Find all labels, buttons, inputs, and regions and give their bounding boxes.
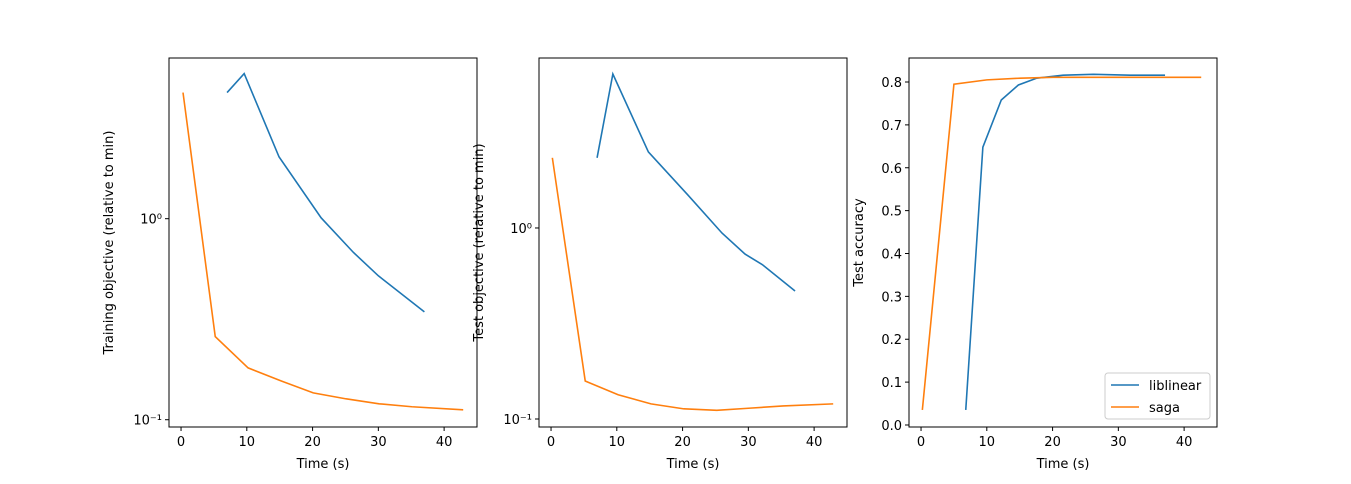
x-tick-label: 10 (979, 435, 996, 450)
y-tick-label: 0.5 (881, 205, 902, 220)
y-axis-label: Test accuracy (852, 198, 867, 288)
x-axis-label: Time (s) (296, 457, 350, 472)
series-line (964, 73, 1166, 411)
y-tick-label: 10⁻¹ (503, 413, 532, 428)
x-tick-label: 40 (1176, 435, 1193, 450)
y-tick-label: 0.2 (881, 333, 902, 348)
x-tick-label: 10 (609, 435, 626, 450)
legend-label: liblinear (1149, 379, 1202, 394)
y-tick-label: 10⁰ (140, 213, 162, 228)
series-line (596, 71, 796, 292)
x-tick-label: 0 (177, 435, 185, 450)
x-tick-label: 30 (370, 435, 387, 450)
series-line (551, 157, 834, 412)
y-tick-label: 0.3 (881, 290, 902, 305)
y-tick-label: 0.0 (881, 419, 902, 434)
x-axis-label: Time (s) (666, 457, 720, 472)
y-tick-label: 0.8 (881, 76, 902, 91)
y-axis-label: Test objective (relative to min) (472, 143, 487, 342)
y-tick-label: 0.1 (881, 376, 902, 391)
y-tick-label: 10⁻¹ (133, 414, 162, 429)
x-tick-label: 0 (917, 435, 925, 450)
x-tick-label: 10 (239, 435, 256, 450)
y-tick-label: 0.6 (881, 162, 902, 177)
axes-frame (538, 57, 848, 428)
y-axis-label: Training objective (relative to min) (102, 131, 117, 356)
x-tick-label: 40 (436, 435, 453, 450)
x-tick-label: 20 (304, 435, 321, 450)
x-tick-label: 20 (674, 435, 691, 450)
y-tick-label: 0.7 (881, 119, 902, 134)
series-line (921, 76, 1202, 411)
axes-frame (168, 57, 478, 428)
x-tick-label: 30 (740, 435, 757, 450)
axes-frame (908, 57, 1218, 428)
series-line (182, 92, 464, 411)
x-tick-label: 0 (547, 435, 555, 450)
y-tick-label: 0.4 (881, 247, 902, 262)
series-line (226, 72, 425, 313)
y-tick-label: 10⁰ (510, 222, 532, 237)
x-tick-label: 40 (806, 435, 823, 450)
x-axis-label: Time (s) (1036, 457, 1090, 472)
x-tick-label: 30 (1110, 435, 1127, 450)
legend-label: saga (1149, 401, 1180, 416)
x-tick-label: 20 (1044, 435, 1061, 450)
